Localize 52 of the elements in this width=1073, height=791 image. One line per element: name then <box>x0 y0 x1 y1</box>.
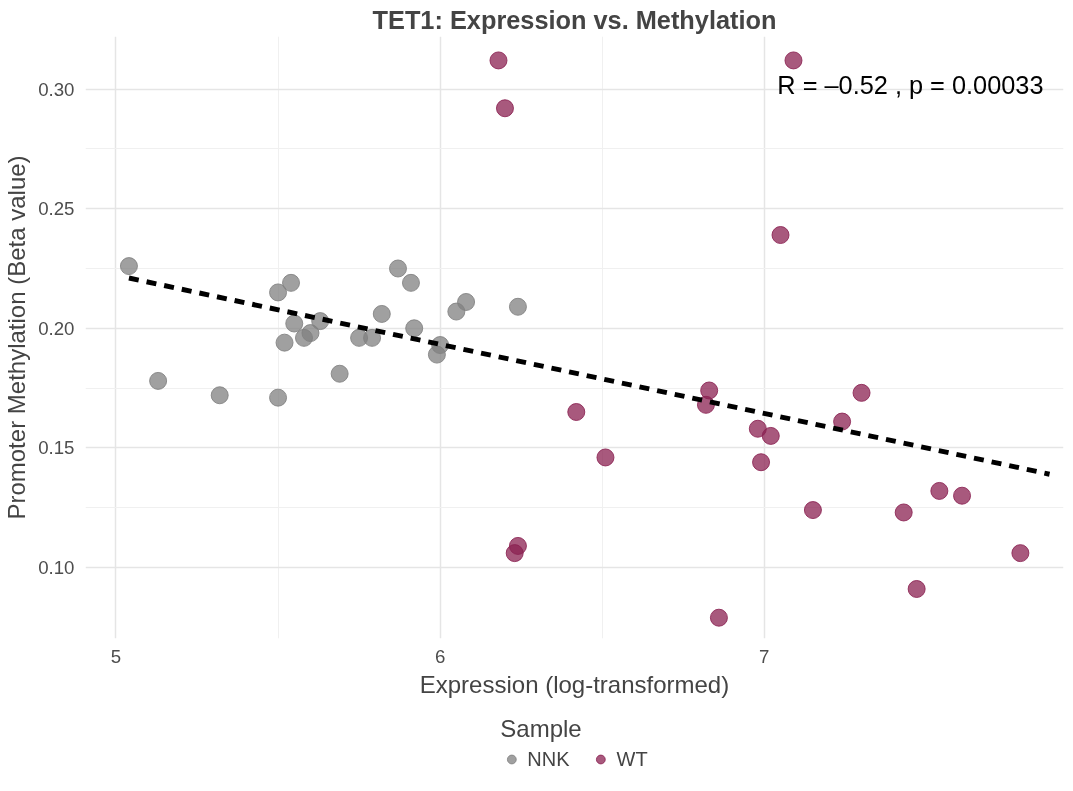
point <box>700 381 719 400</box>
point <box>405 319 424 338</box>
point <box>953 486 972 505</box>
annotation: R = –0.52 , p = 0.00033 <box>777 70 1044 99</box>
point <box>457 293 476 311</box>
point <box>495 99 514 118</box>
point <box>894 503 913 522</box>
chart-title: TET1: Expression vs. Methylation <box>372 5 777 34</box>
point <box>761 426 780 445</box>
point <box>269 283 288 302</box>
point <box>508 536 527 555</box>
x-tick-label: 5 <box>110 645 122 667</box>
y-tick-label: 0.15 <box>38 437 75 459</box>
point <box>119 257 138 276</box>
point <box>833 412 852 431</box>
legend-title: Sample <box>500 714 583 743</box>
y-tick-label: 0.10 <box>38 556 75 578</box>
point <box>363 328 382 347</box>
point <box>709 608 728 627</box>
point <box>372 304 391 323</box>
y-tick-label: 0.20 <box>38 317 75 339</box>
y-tick-label: 0.25 <box>38 198 75 220</box>
x-axis-title: Expression (log-transformed) <box>419 670 730 698</box>
point <box>210 386 229 405</box>
point <box>301 324 320 343</box>
point <box>852 383 871 402</box>
point <box>1011 544 1030 563</box>
point <box>508 297 527 316</box>
y-tick-label: 0.30 <box>38 78 75 100</box>
point <box>930 481 949 500</box>
point <box>401 273 420 292</box>
point <box>275 333 294 352</box>
point <box>803 501 822 520</box>
point <box>388 259 407 278</box>
point <box>907 580 926 598</box>
point <box>567 403 586 421</box>
legend-label: WT <box>616 747 648 771</box>
point <box>330 364 349 383</box>
point <box>269 388 288 407</box>
point <box>285 314 304 333</box>
point <box>596 448 615 467</box>
x-tick-label: 7 <box>759 645 770 667</box>
point <box>489 51 508 70</box>
point <box>149 371 168 390</box>
legend-label: NNK <box>527 747 570 771</box>
point <box>771 226 790 244</box>
x-tick-label: 6 <box>434 645 446 667</box>
point <box>748 419 767 438</box>
point <box>752 453 771 472</box>
point <box>784 51 803 70</box>
y-axis-title: Promoter Methylation (Beta value) <box>3 155 31 520</box>
point <box>282 273 301 292</box>
